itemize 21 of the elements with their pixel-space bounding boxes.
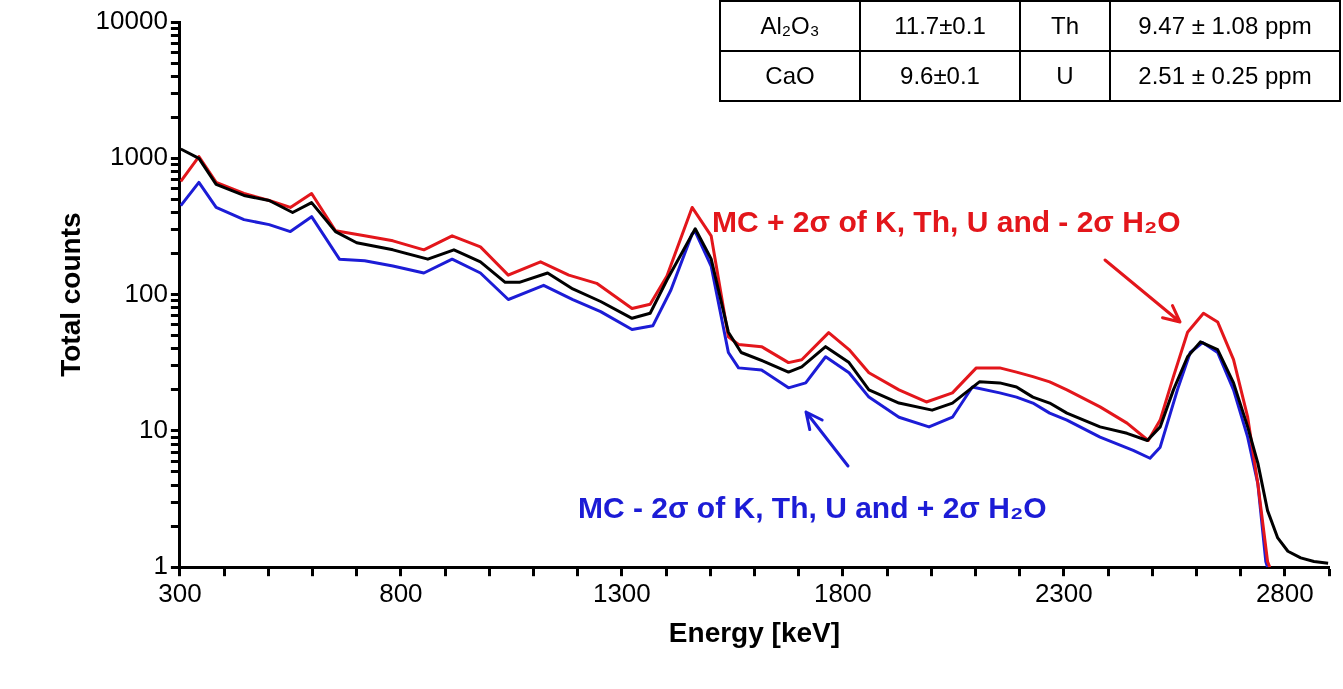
annotation: 9.47 ± 1.08 ppm [1110,1,1340,51]
x-tick-label: 1300 [592,577,651,608]
x-tick-label: 1800 [813,577,872,608]
annotation: U [1020,51,1110,101]
y-tick-label: 10000 [95,5,168,36]
y-tick-label: 100 [124,277,168,308]
legend-label: MC - 2σ of K, Th, U and + 2σ H₂O [578,491,1047,524]
x-tick-label: 2300 [1034,577,1093,608]
y-tick-label: 1000 [110,141,168,172]
annotation: Al₂O₃ [720,1,860,51]
series-label: MC + 2σ of K, Th, U and - 2σ H₂O [712,205,1181,238]
y-tick-label: 10 [138,414,168,445]
annotation: CaO [720,51,860,101]
annotation: 11.7±0.1 [860,1,1020,51]
annotation: 9.6±0.1 [860,51,1020,101]
annotation: Th [1020,1,1110,51]
x-tick-label: 800 [379,577,423,608]
x-tick-label: 2800 [1255,577,1314,608]
x-axis-title: Energy [keV] [668,616,841,648]
y-axis-title: Total counts [54,212,86,377]
annotation: 2.51 ± 0.25 ppm [1110,51,1340,101]
